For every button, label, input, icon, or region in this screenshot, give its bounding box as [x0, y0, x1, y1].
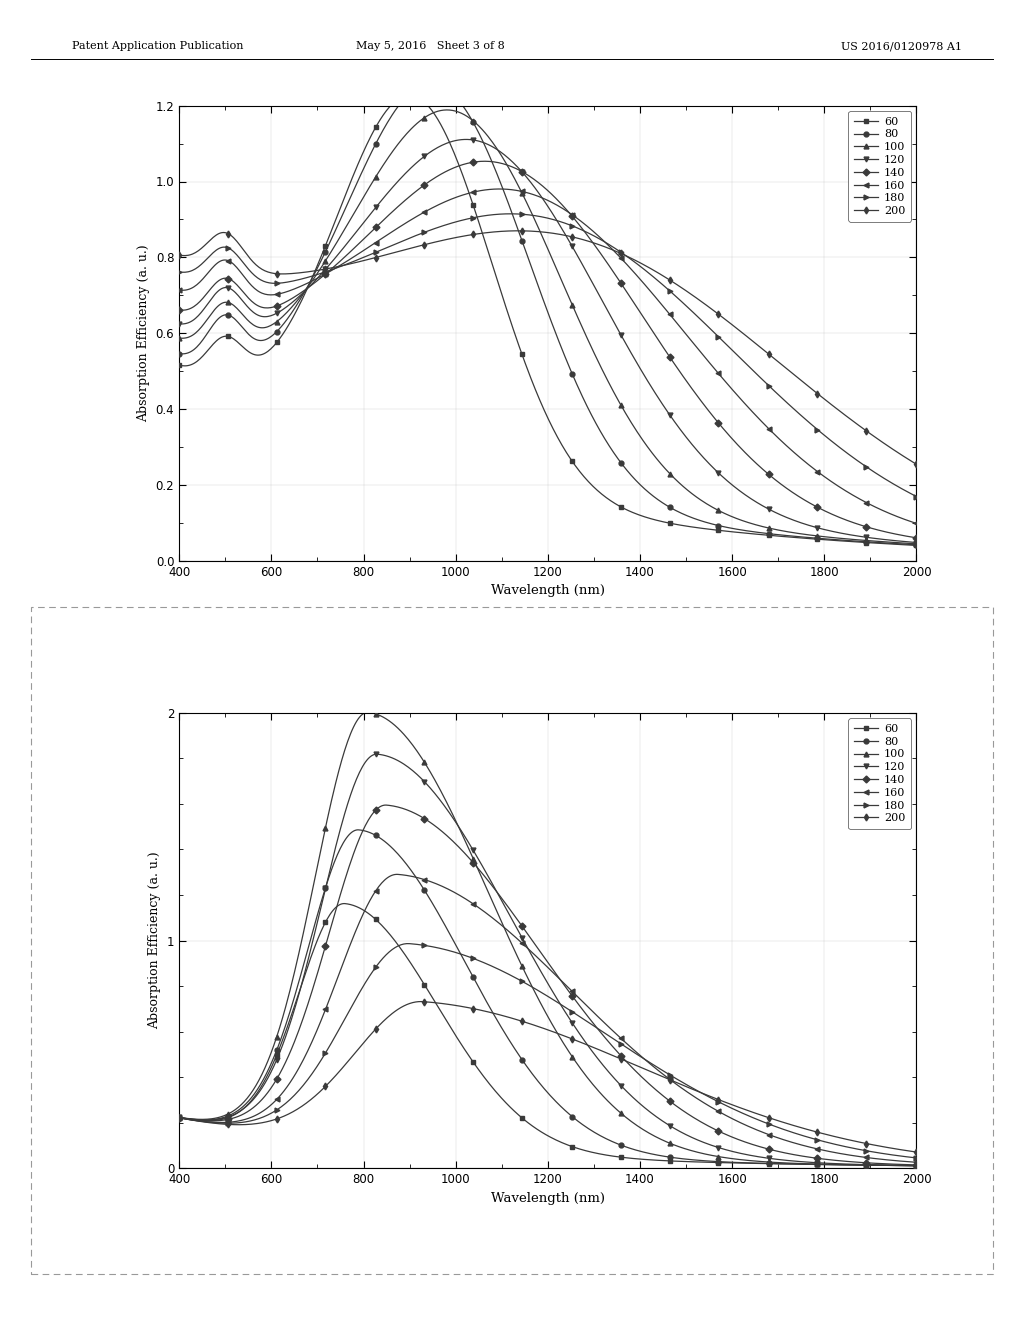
Text: May 5, 2016   Sheet 3 of 8: May 5, 2016 Sheet 3 of 8: [355, 41, 505, 51]
X-axis label: Wavelength (nm): Wavelength (nm): [490, 585, 605, 598]
X-axis label: Wavelength (nm): Wavelength (nm): [490, 1192, 605, 1205]
Legend: 60, 80, 100, 120, 140, 160, 180, 200: 60, 80, 100, 120, 140, 160, 180, 200: [849, 718, 911, 829]
Legend: 60, 80, 100, 120, 140, 160, 180, 200: 60, 80, 100, 120, 140, 160, 180, 200: [849, 111, 911, 222]
Y-axis label: Absorption Efficiency (a. u.): Absorption Efficiency (a. u.): [137, 244, 151, 422]
Text: Patent Application Publication: Patent Application Publication: [72, 41, 243, 51]
Text: US 2016/0120978 A1: US 2016/0120978 A1: [841, 41, 962, 51]
Y-axis label: Absorption Efficiency (a. u.): Absorption Efficiency (a. u.): [148, 851, 162, 1030]
